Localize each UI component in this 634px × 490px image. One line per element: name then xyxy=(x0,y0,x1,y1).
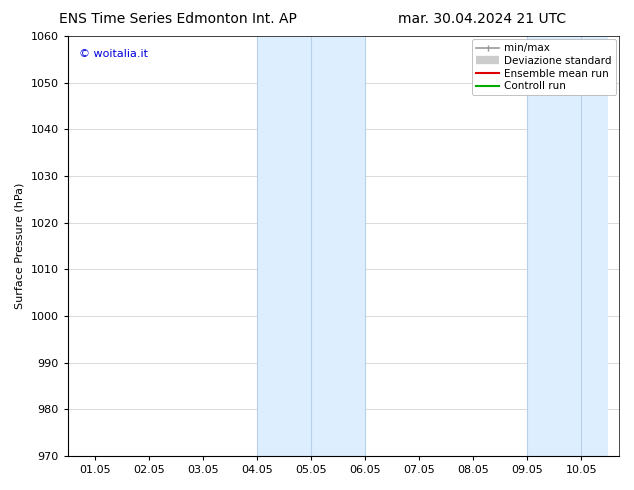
Text: ENS Time Series Edmonton Int. AP: ENS Time Series Edmonton Int. AP xyxy=(58,12,297,26)
Text: © woitalia.it: © woitalia.it xyxy=(79,49,148,59)
Bar xyxy=(257,36,365,456)
Text: mar. 30.04.2024 21 UTC: mar. 30.04.2024 21 UTC xyxy=(398,12,566,26)
Y-axis label: Surface Pressure (hPa): Surface Pressure (hPa) xyxy=(15,183,25,309)
Legend: min/max, Deviazione standard, Ensemble mean run, Controll run: min/max, Deviazione standard, Ensemble m… xyxy=(472,39,616,96)
Bar xyxy=(527,36,608,456)
